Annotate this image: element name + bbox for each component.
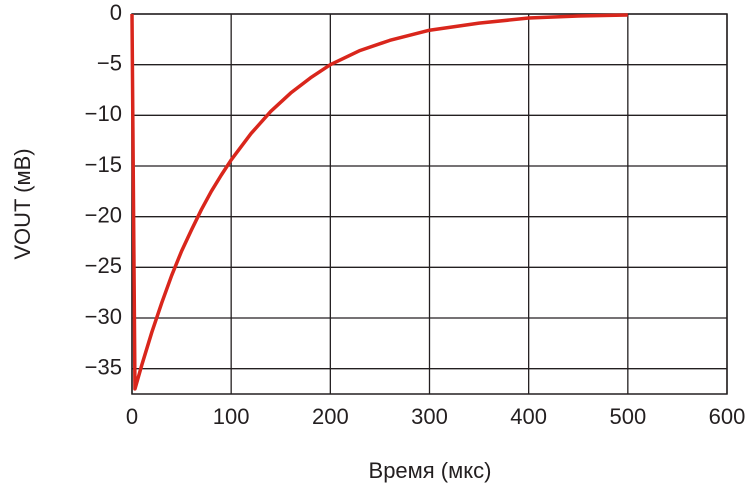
x-tick-label: 100 [213,404,250,429]
y-tick-label: −20 [85,202,122,227]
x-tick-label: 300 [411,404,448,429]
y-tick-label: −35 [85,354,122,379]
x-tick-label: 200 [312,404,349,429]
y-tick-label: −15 [85,152,122,177]
data-line [130,13,628,391]
y-tick-label: −25 [85,253,122,278]
x-tick-label: 0 [126,404,138,429]
x-tick-label: 400 [510,404,547,429]
y-axis-label: VOUT (мВ) [10,148,35,259]
y-tick-label: −5 [97,50,122,75]
y-tick-label: −10 [85,101,122,126]
y-tick-label: 0 [110,0,122,25]
x-tick-label: 500 [609,404,646,429]
x-axis-label: Время (мкс) [369,458,492,483]
x-tick-label: 600 [709,404,746,429]
y-tick-label: −30 [85,304,122,329]
